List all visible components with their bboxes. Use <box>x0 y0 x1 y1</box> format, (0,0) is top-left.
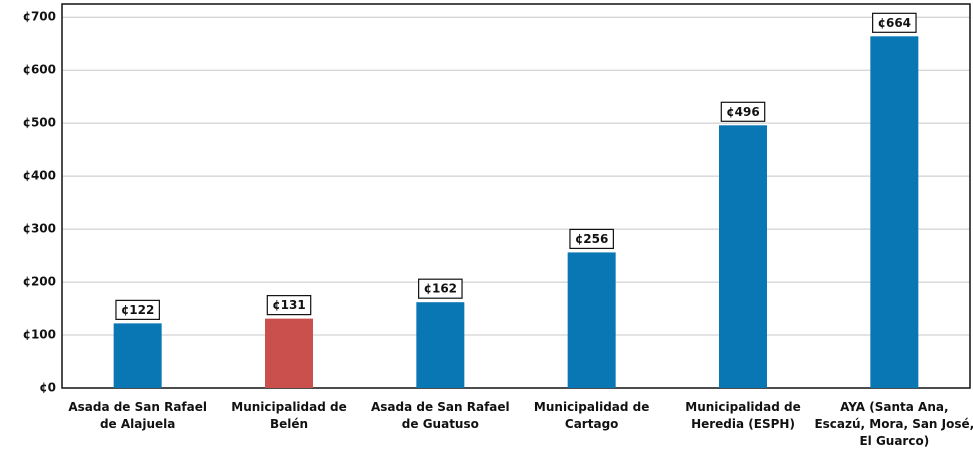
bar <box>265 318 313 388</box>
x-tick-label: Asada de San Rafael de Alajuela <box>68 400 207 431</box>
y-tick-label: ¢600 <box>23 63 56 77</box>
bar <box>870 36 919 389</box>
x-tick-label: Asada de San Rafael de Guatuso <box>371 400 510 431</box>
data-label: ¢664 <box>878 16 911 30</box>
data-label-box <box>266 295 312 316</box>
data-label: ¢162 <box>424 282 457 296</box>
y-tick-label: ¢0 <box>39 381 56 395</box>
data-label-box <box>115 299 160 320</box>
x-tick-label: Municipalidad de Belén <box>231 400 346 431</box>
bar <box>416 302 465 388</box>
data-label-box <box>872 12 917 33</box>
plot-frame <box>61 3 971 389</box>
y-tick-label: ¢400 <box>23 169 56 183</box>
data-label: ¢496 <box>726 105 759 119</box>
data-label: ¢122 <box>121 303 154 317</box>
x-tick-label: Municipalidad de Cartago <box>534 400 649 431</box>
x-tick-label: Municipalidad de Heredia (ESPH) <box>685 400 800 431</box>
bar <box>113 323 162 388</box>
data-label-box <box>418 278 463 299</box>
y-tick-label: ¢500 <box>23 116 56 130</box>
data-label: ¢256 <box>575 232 608 246</box>
bar <box>567 252 616 388</box>
bar <box>719 125 767 389</box>
y-tick-label: ¢300 <box>23 222 56 236</box>
y-tick-label: ¢100 <box>23 328 56 342</box>
data-label-box <box>569 228 614 250</box>
data-label-box <box>720 101 766 122</box>
y-tick-label: ¢200 <box>23 275 56 289</box>
x-tick-label: AYA (Santa Ana, Escazú, Mora, San José, El… <box>814 400 973 448</box>
y-tick-label: ¢700 <box>23 10 56 24</box>
data-label: ¢131 <box>272 298 305 312</box>
